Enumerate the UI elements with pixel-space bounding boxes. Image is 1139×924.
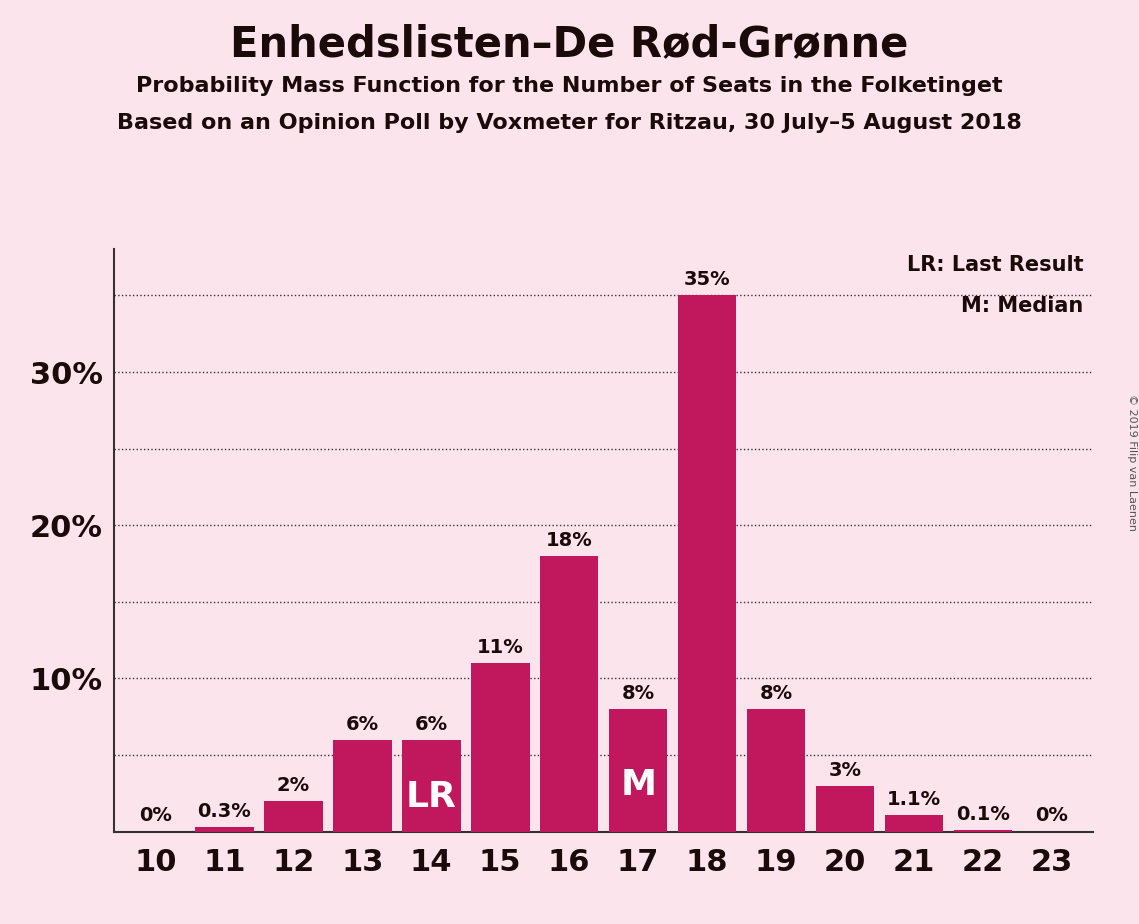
Text: 0%: 0% (139, 807, 172, 825)
Text: 18%: 18% (546, 530, 592, 550)
Text: 3%: 3% (828, 760, 861, 780)
Bar (747, 709, 805, 832)
Bar (195, 827, 254, 832)
Text: M: Median: M: Median (961, 296, 1083, 316)
Text: 6%: 6% (415, 714, 448, 734)
Bar (816, 785, 875, 832)
Text: 35%: 35% (683, 271, 730, 289)
Bar (678, 296, 737, 832)
Bar (953, 830, 1013, 832)
Text: 0.3%: 0.3% (197, 802, 251, 821)
Text: 8%: 8% (760, 684, 793, 703)
Text: 8%: 8% (622, 684, 655, 703)
Text: Probability Mass Function for the Number of Seats in the Folketinget: Probability Mass Function for the Number… (137, 76, 1002, 96)
Text: Based on an Opinion Poll by Voxmeter for Ritzau, 30 July–5 August 2018: Based on an Opinion Poll by Voxmeter for… (117, 113, 1022, 133)
Bar (540, 556, 598, 832)
Text: 0%: 0% (1035, 807, 1068, 825)
Bar (402, 740, 460, 832)
Text: 1.1%: 1.1% (887, 790, 941, 808)
Text: 6%: 6% (345, 714, 379, 734)
Bar (470, 663, 530, 832)
Text: M: M (620, 768, 656, 802)
Bar (609, 709, 667, 832)
Bar (885, 815, 943, 832)
Text: Enhedslisten–De Rød-Grønne: Enhedslisten–De Rød-Grønne (230, 23, 909, 65)
Text: LR: LR (405, 780, 457, 814)
Bar (333, 740, 392, 832)
Text: 0.1%: 0.1% (956, 805, 1010, 824)
Text: 11%: 11% (477, 638, 524, 657)
Text: LR: Last Result: LR: Last Result (907, 255, 1083, 275)
Text: 2%: 2% (277, 776, 310, 795)
Text: © 2019 Filip van Laenen: © 2019 Filip van Laenen (1126, 394, 1137, 530)
Bar (264, 801, 322, 832)
